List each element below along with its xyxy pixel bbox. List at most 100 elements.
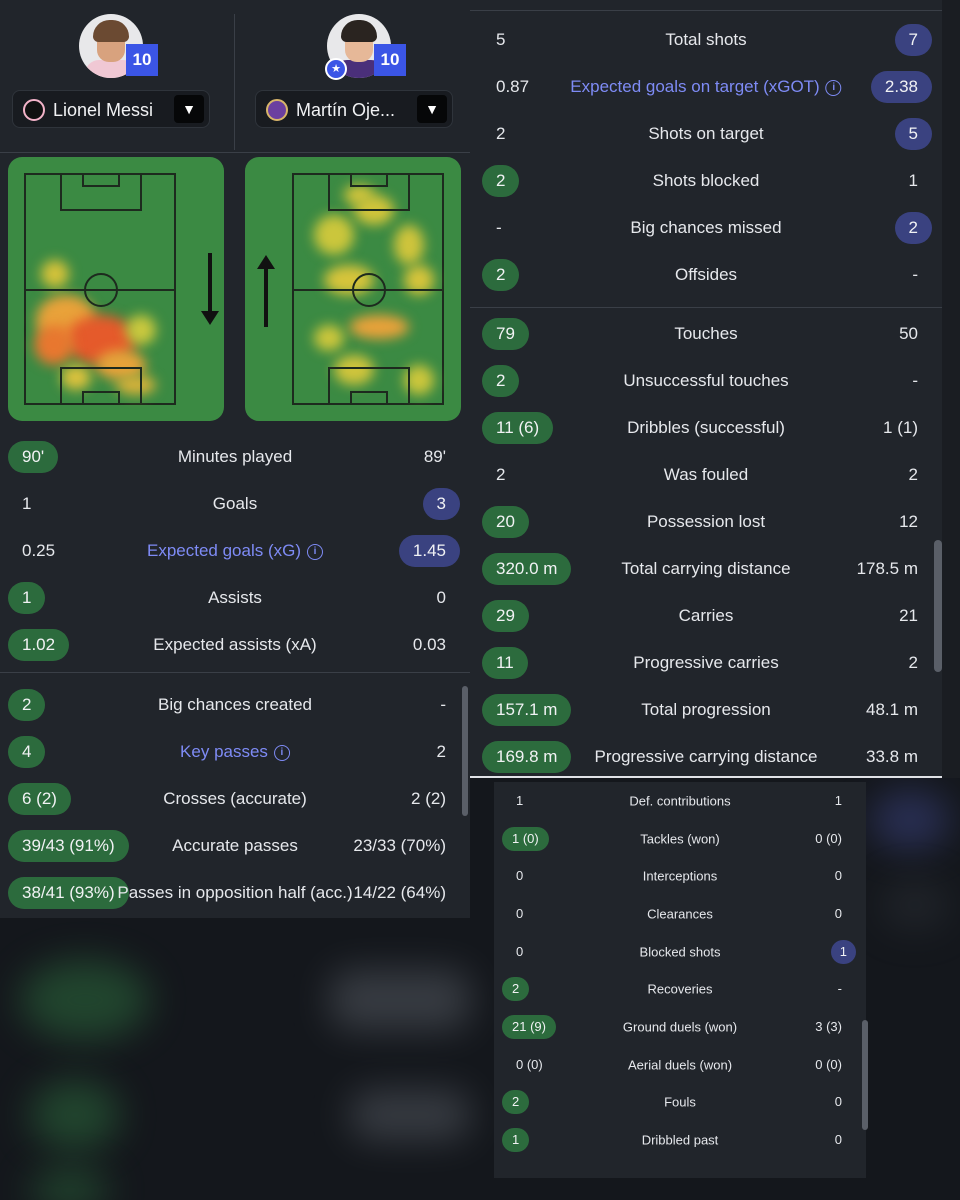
player-1: 10 Lionel Messi ▼ xyxy=(12,14,212,134)
stat-value-right: 3 (3) xyxy=(815,1018,842,1034)
stat-value-left: 38/41 (93%) xyxy=(8,876,129,909)
player-2: ★ 10 Martín Oje... ▼ xyxy=(255,14,455,134)
player-2-select[interactable]: Martín Oje... ▼ xyxy=(255,90,453,128)
stat-label: Dribbles (successful) xyxy=(627,418,785,438)
arrow-up-icon xyxy=(257,255,275,327)
player-1-select[interactable]: Lionel Messi ▼ xyxy=(12,90,210,128)
stat-value-left: 1 xyxy=(516,792,524,808)
heatmap-player-2 xyxy=(245,157,461,421)
stat-value-left: 11 xyxy=(482,646,528,679)
stat-label: Minutes played xyxy=(178,447,292,467)
stat-label: Total carrying distance xyxy=(621,559,790,579)
stat-value-left: 157.1 m xyxy=(482,693,572,726)
stat-label-text: Shots blocked xyxy=(652,170,760,190)
stat-row-shots-on-target: 2 Shots on target 5 xyxy=(470,110,942,157)
stat-row-offsides: 2 Offsides - xyxy=(470,251,942,298)
stat-label: Big chances missed xyxy=(630,218,781,238)
stat-value-right: 2.38 xyxy=(870,70,932,103)
stat-label-text: Accurate passes xyxy=(172,835,298,855)
stat-value-left: 0.25 xyxy=(22,540,56,560)
stat-label: Unsuccessful touches xyxy=(623,371,788,391)
stat-label: Touches xyxy=(674,324,737,344)
stat-row-total-progression: 157.1 m Total progression 48.1 m xyxy=(470,686,942,733)
stat-value-right: 178.5 m xyxy=(856,558,918,578)
stat-label-text: Key passes xyxy=(180,741,268,761)
stat-value-right: 1 xyxy=(830,939,856,964)
stat-label-text: Touches xyxy=(674,323,738,343)
stat-row-possession-lost: 20 Possession lost 12 xyxy=(470,498,942,545)
jersey-number-badge: 10 xyxy=(374,44,406,76)
stat-row-expected-assists-xa: 1.02 Expected assists (xA) 0.03 xyxy=(0,621,470,668)
stat-value-left: 2 xyxy=(496,464,506,484)
stat-value-left: 1 xyxy=(8,581,46,614)
stat-value-right: - xyxy=(912,264,918,284)
stat-label: Shots on target xyxy=(648,124,763,144)
stat-label-text: Total progression xyxy=(641,699,771,719)
stat-value-left: 21 (9) xyxy=(502,1014,556,1039)
stat-row-expected-goals-xg: 0.25 Expected goals (xG) i 1.45 xyxy=(0,527,470,574)
stat-value-left: 29 xyxy=(482,599,529,632)
attacking-stats: 90' Minutes played 89' 1 Goals 3 0.25 Expected … xyxy=(0,433,470,668)
stat-value-left: 320.0 m xyxy=(482,552,572,585)
stat-row-def-contributions: 1 Def. contributions 1 xyxy=(494,782,866,820)
stat-label-text: Assists xyxy=(208,587,262,607)
stat-row-was-fouled: 2 Was fouled 2 xyxy=(470,451,942,498)
stat-value-right: 2 xyxy=(436,741,446,761)
player-header: 10 Lionel Messi ▼ ★ 10 Martín Oje... ▼ xyxy=(0,0,470,153)
chevron-down-icon[interactable]: ▼ xyxy=(174,95,204,123)
avatar[interactable] xyxy=(79,14,143,78)
stat-label[interactable]: Key passes i xyxy=(180,742,290,762)
stat-value-left: 1 xyxy=(22,493,32,513)
stat-label: Interceptions xyxy=(643,869,717,884)
stat-label: Aerial duels (won) xyxy=(628,1057,732,1072)
stat-value-right: 33.8 m xyxy=(866,746,918,766)
stat-label-text: Expected assists (xA) xyxy=(153,634,317,654)
stat-value-left: 2 xyxy=(8,688,46,721)
stat-label: Passes in opposition half (acc.) xyxy=(117,883,352,903)
stat-row-carries: 29 Carries 21 xyxy=(470,592,942,639)
info-icon[interactable]: i xyxy=(307,543,324,560)
stat-value-right: 12 xyxy=(899,511,918,531)
stat-value-right: 2 xyxy=(894,211,932,244)
stat-label-text: Dribbles (successful) xyxy=(627,417,785,437)
stat-label-text: Progressive carries xyxy=(633,652,779,672)
info-icon[interactable]: i xyxy=(273,744,290,761)
stat-value-right: 0 xyxy=(834,905,842,921)
stat-value-left: 2 xyxy=(496,123,506,143)
heatmap-player-1 xyxy=(8,157,224,421)
stat-label: Ground duels (won) xyxy=(623,1019,737,1034)
stat-value-right: 14/22 (64%) xyxy=(353,882,446,902)
scrollbar[interactable] xyxy=(462,686,468,816)
info-icon[interactable]: i xyxy=(825,79,842,96)
stat-value-left: 5 xyxy=(496,29,506,49)
scrollbar[interactable] xyxy=(934,540,942,672)
stat-label: Carries xyxy=(679,606,734,626)
stat-value-left: 0 xyxy=(516,905,524,921)
stat-label-text: Shots on target xyxy=(648,123,764,143)
stat-label-text: Unsuccessful touches xyxy=(623,370,789,390)
stat-row-unsuccessful-touches: 2 Unsuccessful touches - xyxy=(470,357,942,404)
stat-label[interactable]: Expected goals (xG) i xyxy=(147,541,324,561)
stat-label-text: Minutes played xyxy=(177,446,293,466)
stat-value-left: 0.87 xyxy=(496,76,530,96)
stat-value-left: 11 (6) xyxy=(482,411,554,444)
stat-label-text: Dribbled past xyxy=(641,1132,719,1148)
scrollbar[interactable] xyxy=(862,1020,868,1130)
stat-row-crosses-accurate: 6 (2) Crosses (accurate) 2 (2) xyxy=(0,775,470,822)
stat-row-passes-in-opposition-half-acc: 38/41 (93%) Passes in opposition half (ac… xyxy=(0,869,470,916)
stat-value-right: 1 xyxy=(908,170,918,190)
club-logo-icon xyxy=(266,99,288,121)
stat-value-right: - xyxy=(440,694,446,714)
stat-label-text: Expected goals on target (xGOT) xyxy=(570,76,820,96)
stat-label[interactable]: Expected goals on target (xGOT) i xyxy=(570,76,842,97)
stat-value-left: 1.02 xyxy=(8,628,70,661)
player-name: Lionel Messi xyxy=(53,100,154,120)
stat-value-left: 2 xyxy=(482,258,520,291)
stat-row-progressive-carries: 11 Progressive carries 2 xyxy=(470,639,942,686)
chevron-down-icon[interactable]: ▼ xyxy=(417,95,447,123)
player-comparison-panel-right: 5 Total shots 7 0.87 Expected goals on targe… xyxy=(470,0,942,778)
stat-value-right: - xyxy=(912,370,918,390)
stat-label-text: Ground duels (won) xyxy=(622,1019,738,1035)
stat-label: Goals xyxy=(213,494,257,514)
stat-label-text: Carries xyxy=(678,605,734,625)
